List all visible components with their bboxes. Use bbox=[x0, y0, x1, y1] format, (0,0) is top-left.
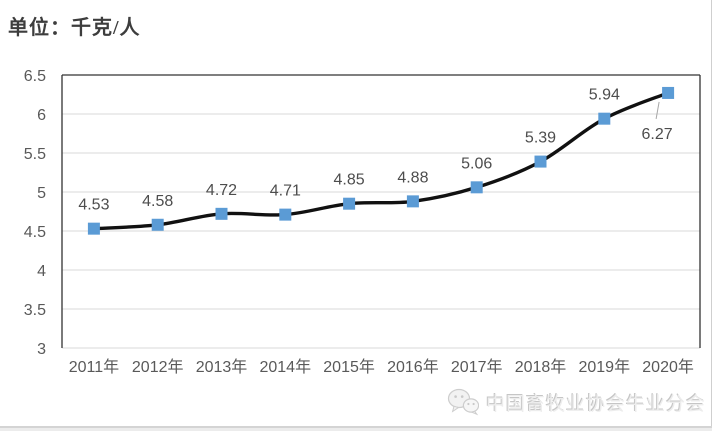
watermark: 中国畜牧业协会牛业分会 bbox=[447, 388, 706, 416]
data-point-marker bbox=[151, 218, 164, 231]
data-label: 5.06 bbox=[461, 155, 492, 172]
x-axis-tick-label: 2018年 bbox=[515, 358, 567, 376]
x-axis-tick-label: 2014年 bbox=[259, 358, 311, 376]
page-edge-bottom-strip bbox=[0, 428, 712, 431]
x-axis-tick-label: 2019年 bbox=[578, 358, 630, 376]
page-edge-right bbox=[711, 0, 712, 431]
data-point-marker bbox=[406, 195, 419, 208]
data-point-marker bbox=[534, 155, 547, 168]
y-axis-tick-label: 3.5 bbox=[24, 302, 46, 319]
y-axis-tick-label: 5.5 bbox=[24, 146, 46, 163]
x-axis-tick-label: 2011年 bbox=[69, 358, 119, 376]
data-point-marker bbox=[343, 197, 356, 210]
data-label: 4.58 bbox=[142, 193, 173, 210]
y-axis-tick-label: 5 bbox=[37, 185, 46, 202]
data-point-marker bbox=[662, 86, 675, 99]
x-axis-tick-label: 2015年 bbox=[323, 358, 375, 376]
data-point-marker bbox=[598, 112, 611, 125]
data-label: 5.39 bbox=[525, 130, 556, 147]
x-axis-tick-label: 2012年 bbox=[132, 358, 184, 376]
data-label: 4.53 bbox=[78, 197, 109, 214]
data-label: 4.85 bbox=[334, 172, 365, 189]
x-axis-tick-label: 2016年 bbox=[387, 358, 439, 376]
x-axis-tick-label: 2017年 bbox=[451, 358, 503, 376]
data-label: 4.71 bbox=[270, 183, 301, 200]
y-axis-tick-label: 6.5 bbox=[24, 68, 46, 85]
unit-label: 单位：千克/人 bbox=[8, 17, 141, 39]
y-axis-tick-label: 4 bbox=[37, 263, 46, 280]
x-axis-tick-label: 2020年 bbox=[642, 358, 694, 376]
data-label: 4.88 bbox=[397, 169, 428, 186]
y-axis-tick-label: 6 bbox=[37, 107, 46, 124]
data-point-marker bbox=[470, 181, 483, 194]
y-axis-tick-label: 3 bbox=[37, 341, 46, 358]
series-line bbox=[92, 91, 670, 231]
data-label: 5.94 bbox=[589, 87, 620, 104]
page-edge-bottom bbox=[0, 426, 712, 428]
data-label: 4.72 bbox=[206, 182, 237, 199]
data-label: 6.27 bbox=[642, 126, 673, 143]
data-point-marker bbox=[215, 207, 228, 220]
data-point-marker bbox=[279, 208, 292, 221]
data-label-leader-line bbox=[655, 101, 660, 120]
wechat-icon bbox=[447, 388, 479, 416]
x-axis-tick-label: 2013年 bbox=[196, 358, 248, 376]
data-point-marker bbox=[87, 222, 100, 235]
y-axis-tick-label: 4.5 bbox=[24, 224, 46, 241]
watermark-text: 中国畜牧业协会牛业分会 bbox=[485, 393, 706, 415]
